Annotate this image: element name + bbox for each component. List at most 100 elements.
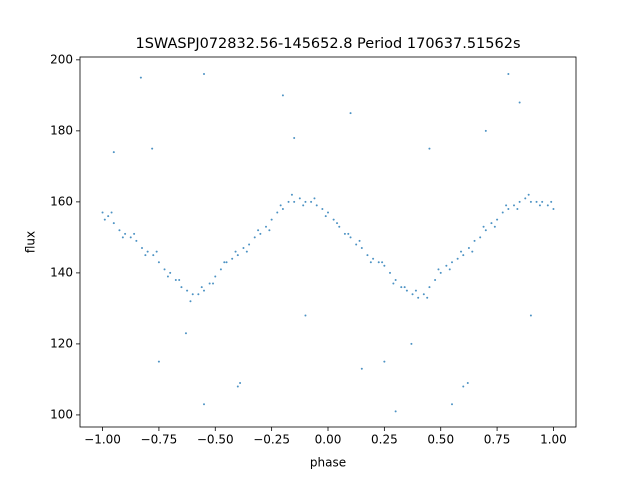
data-point bbox=[268, 229, 271, 232]
data-point bbox=[197, 293, 200, 296]
data-point bbox=[358, 239, 361, 242]
data-point bbox=[516, 207, 519, 210]
plot-frame bbox=[79, 56, 577, 428]
data-point bbox=[304, 200, 307, 203]
data-point bbox=[203, 289, 205, 292]
data-point bbox=[293, 136, 296, 139]
data-point bbox=[186, 289, 189, 292]
data-point bbox=[324, 215, 327, 218]
data-point bbox=[144, 254, 147, 257]
data-point bbox=[479, 236, 482, 239]
data-point bbox=[496, 218, 499, 221]
data-point bbox=[239, 381, 242, 384]
data-point bbox=[118, 229, 121, 232]
data-point bbox=[129, 236, 132, 239]
data-point bbox=[434, 278, 437, 281]
data-point bbox=[189, 300, 192, 303]
data-point bbox=[203, 403, 205, 406]
data-point bbox=[248, 243, 251, 246]
data-point bbox=[426, 296, 429, 299]
data-point bbox=[151, 147, 154, 150]
data-point bbox=[310, 200, 313, 203]
data-point bbox=[462, 254, 465, 257]
data-point bbox=[321, 207, 324, 210]
data-point bbox=[507, 207, 510, 210]
data-point bbox=[546, 204, 549, 207]
data-point bbox=[343, 232, 346, 235]
data-point bbox=[349, 112, 352, 115]
data-point bbox=[223, 261, 226, 264]
data-point bbox=[389, 271, 391, 274]
data-point bbox=[184, 332, 187, 335]
data-point bbox=[245, 250, 248, 253]
x-tick-label: −1.00 bbox=[84, 433, 121, 447]
data-point bbox=[139, 76, 142, 79]
data-point bbox=[400, 286, 403, 289]
data-point bbox=[178, 278, 181, 281]
data-point bbox=[381, 261, 384, 264]
data-point bbox=[214, 275, 217, 278]
data-point bbox=[174, 278, 177, 281]
data-point bbox=[279, 204, 282, 207]
data-point bbox=[112, 222, 115, 225]
data-point bbox=[270, 218, 273, 221]
data-point bbox=[372, 257, 375, 260]
data-point bbox=[513, 204, 515, 207]
y-tick-label: 180 bbox=[50, 123, 73, 137]
data-point bbox=[422, 293, 425, 296]
data-point bbox=[552, 207, 555, 210]
data-point bbox=[448, 268, 451, 271]
data-point bbox=[180, 286, 183, 289]
x-tick-label: −0.25 bbox=[253, 433, 290, 447]
data-point bbox=[157, 360, 160, 363]
data-point bbox=[437, 268, 440, 271]
data-point bbox=[484, 129, 487, 132]
data-point bbox=[366, 254, 369, 257]
data-point bbox=[121, 236, 124, 239]
x-tick-label: −0.75 bbox=[141, 433, 178, 447]
data-point bbox=[460, 250, 463, 253]
data-point bbox=[298, 197, 301, 200]
data-point bbox=[482, 225, 485, 228]
data-point bbox=[208, 282, 211, 285]
x-axis-label: phase bbox=[310, 456, 346, 470]
y-tick-label: 200 bbox=[50, 52, 73, 66]
data-point bbox=[451, 261, 453, 264]
data-point bbox=[550, 200, 553, 203]
data-point bbox=[200, 286, 203, 289]
data-point bbox=[428, 147, 431, 150]
data-point bbox=[315, 204, 318, 207]
data-point bbox=[451, 403, 453, 406]
data-point bbox=[327, 211, 329, 214]
data-point bbox=[403, 286, 406, 289]
data-point bbox=[276, 211, 279, 214]
data-point bbox=[347, 232, 350, 235]
x-tick-label: 0.50 bbox=[427, 433, 454, 447]
data-point bbox=[501, 211, 504, 214]
data-point bbox=[225, 261, 228, 264]
data-point bbox=[152, 254, 155, 257]
data-point bbox=[110, 211, 113, 214]
y-tick-label: 120 bbox=[50, 336, 73, 350]
data-point bbox=[529, 200, 532, 203]
data-point bbox=[383, 264, 386, 267]
data-point bbox=[369, 261, 372, 264]
data-point bbox=[281, 207, 284, 210]
data-point bbox=[259, 232, 262, 235]
data-point bbox=[411, 293, 414, 296]
data-point bbox=[302, 204, 305, 207]
data-point bbox=[163, 268, 166, 271]
data-point bbox=[191, 293, 194, 296]
data-point bbox=[484, 229, 487, 232]
data-point bbox=[141, 247, 143, 250]
y-tick-label: 140 bbox=[50, 265, 73, 279]
data-point bbox=[313, 197, 316, 200]
data-point bbox=[466, 381, 469, 384]
data-point bbox=[146, 250, 149, 253]
y-tick-label: 160 bbox=[50, 194, 73, 208]
data-point bbox=[257, 229, 260, 232]
data-point bbox=[462, 385, 465, 388]
x-tick-label: 0.00 bbox=[315, 433, 342, 447]
data-point bbox=[203, 73, 205, 76]
data-point bbox=[234, 250, 237, 253]
